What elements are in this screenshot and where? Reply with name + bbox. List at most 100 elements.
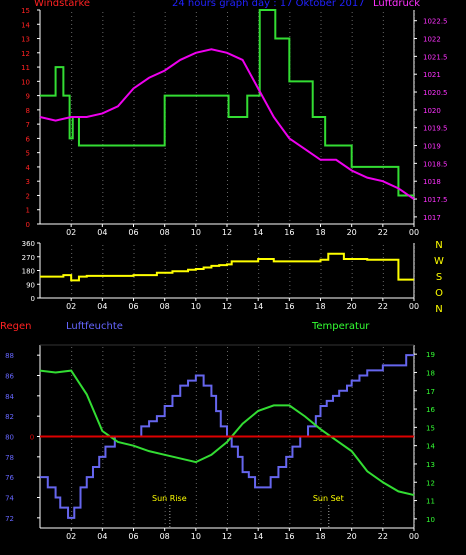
humidity-panel-grid-dot	[227, 491, 228, 492]
wind-dir-panel-x-tick-label: 12	[222, 302, 232, 311]
humidity-panel-grid-dot	[133, 367, 135, 368]
wind-panel-grid-dot	[320, 180, 322, 181]
wind-panel-grid-dot	[320, 120, 322, 121]
wind-panel-grid-dot	[227, 120, 228, 121]
wind-panel-grid-dot	[195, 76, 197, 77]
wind-dir-panel-grid-dot	[351, 289, 353, 290]
humidity-panel-grid-dot	[71, 519, 73, 520]
humidity-panel-grid-dot	[320, 511, 322, 512]
humidity-panel-grid-dot	[71, 455, 73, 456]
humidity-panel-grid-dot	[71, 359, 73, 360]
wind-panel-grid-dot	[351, 96, 353, 97]
wind-panel-grid-dot	[258, 152, 260, 153]
wind-panel-grid-dot	[258, 208, 260, 209]
wind-panel-grid-dot	[71, 108, 73, 109]
wind-dir-panel-grid-dot	[351, 269, 353, 270]
wind-panel-grid-dot	[382, 12, 384, 13]
humidity-panel-grid-dot	[414, 519, 415, 520]
humidity-panel-grid-dot	[164, 503, 166, 504]
wind-dir-panel-grid-dot	[102, 285, 104, 286]
wind-panel-grid-dot	[195, 88, 197, 89]
humidity-panel-grid-dot	[382, 471, 384, 472]
wind-panel-x-tick-label: 20	[347, 228, 357, 237]
humidity-panel-grid-dot	[414, 351, 415, 352]
wind-panel-grid-dot	[351, 184, 353, 185]
wind-dir-panel-grid-dot	[414, 281, 415, 282]
wind-panel-grid-dot	[164, 204, 166, 205]
humidity-panel-grid-dot	[382, 467, 384, 468]
temperature-y-tick-label: 14	[426, 443, 435, 451]
rain-axis-title: Regen	[0, 321, 32, 332]
wind-panel-grid-dot	[320, 200, 322, 201]
humidity-panel-grid-dot	[164, 463, 166, 464]
wind-panel-grid-dot	[320, 92, 322, 93]
wind-dir-panel-grid-dot	[289, 289, 291, 290]
wind-panel-grid-dot	[102, 188, 104, 189]
humidity-panel-grid-dot	[320, 399, 322, 400]
wind-panel-grid-dot	[133, 56, 135, 57]
humidity-panel-grid-dot	[289, 483, 291, 484]
wind-dir-panel-grid-dot	[258, 253, 260, 254]
wind-panel-grid-dot	[382, 148, 384, 149]
wind-panel-grid-dot	[164, 64, 166, 65]
wind-panel-grid-dot	[227, 88, 228, 89]
wind-panel-grid-dot	[102, 60, 104, 61]
wind-panel-grid-dot	[258, 52, 260, 53]
humidity-panel-grid-dot	[351, 415, 353, 416]
wind-panel-grid-dot	[195, 116, 197, 117]
humidity-panel-grid-dot	[258, 403, 260, 404]
humidity-panel-grid-dot	[414, 399, 415, 400]
wind-panel-grid-dot	[195, 64, 197, 65]
wind-panel-grid-dot	[258, 72, 260, 73]
humidity-panel-grid-dot	[414, 455, 415, 456]
wind-panel-grid-dot	[258, 168, 260, 169]
humidity-panel-grid-dot	[102, 515, 104, 516]
wind-panel-grid-dot	[164, 52, 166, 53]
wind-panel-grid-dot	[258, 56, 260, 57]
wind-panel-grid-dot	[227, 24, 228, 25]
wind-panel-grid-dot	[382, 140, 384, 141]
wind-panel-grid-dot	[289, 88, 291, 89]
wind-y-tick-label: 0	[26, 221, 30, 229]
wind-panel-grid-dot	[289, 116, 291, 117]
humidity-panel-grid-dot	[351, 367, 353, 368]
humidity-panel-grid-dot	[195, 471, 197, 472]
wind-panel-grid-dot	[258, 108, 260, 109]
wind-panel-grid-dot	[414, 184, 415, 185]
wind-dir-panel-grid-dot	[102, 261, 104, 262]
humidity-panel-grid-dot	[102, 407, 104, 408]
humidity-panel-grid-dot	[133, 439, 135, 440]
sun-event-marker	[328, 517, 330, 518]
wind-panel-grid-dot	[320, 168, 322, 169]
wind-panel-grid-dot	[195, 40, 197, 41]
humidity-panel-grid-dot	[164, 371, 166, 372]
wind-dir-panel-grid-dot	[320, 257, 322, 258]
wind-dir-panel-grid-dot	[351, 273, 353, 274]
wind-panel-grid-dot	[351, 192, 353, 193]
sun-event-marker	[169, 517, 171, 518]
wind-panel-grid-dot	[102, 152, 104, 153]
humidity-panel-grid-dot	[320, 427, 322, 428]
humidity-panel-grid-dot	[414, 515, 415, 516]
humidity-panel-grid-dot	[382, 447, 384, 448]
humidity-panel-grid-dot	[258, 527, 260, 528]
wind-panel-grid-dot	[414, 120, 415, 121]
wind-panel-grid-dot	[382, 68, 384, 69]
wind-panel-grid-dot	[195, 44, 197, 45]
wind-panel-grid-dot	[71, 52, 73, 53]
wind-panel-grid-dot	[351, 104, 353, 105]
wind-panel-grid-dot	[164, 188, 166, 189]
humidity-panel-x-tick-label: 00	[409, 532, 419, 541]
wind-panel-grid-dot	[133, 176, 135, 177]
wind-panel-grid-dot	[351, 44, 353, 45]
wind-panel-x-tick-label: 04	[97, 228, 107, 237]
wind-panel-grid-dot	[382, 164, 384, 165]
humidity-panel-grid-dot	[414, 363, 415, 364]
wind-dir-panel-x-tick-label: 22	[378, 302, 388, 311]
humidity-panel-grid-dot	[414, 439, 415, 440]
humidity-panel-grid-dot	[227, 527, 228, 528]
wind-panel-grid-dot	[289, 200, 291, 201]
wind-dir-panel-grid-dot	[195, 273, 197, 274]
humidity-panel-grid-dot	[227, 443, 228, 444]
wind-panel-grid-dot	[227, 172, 228, 173]
